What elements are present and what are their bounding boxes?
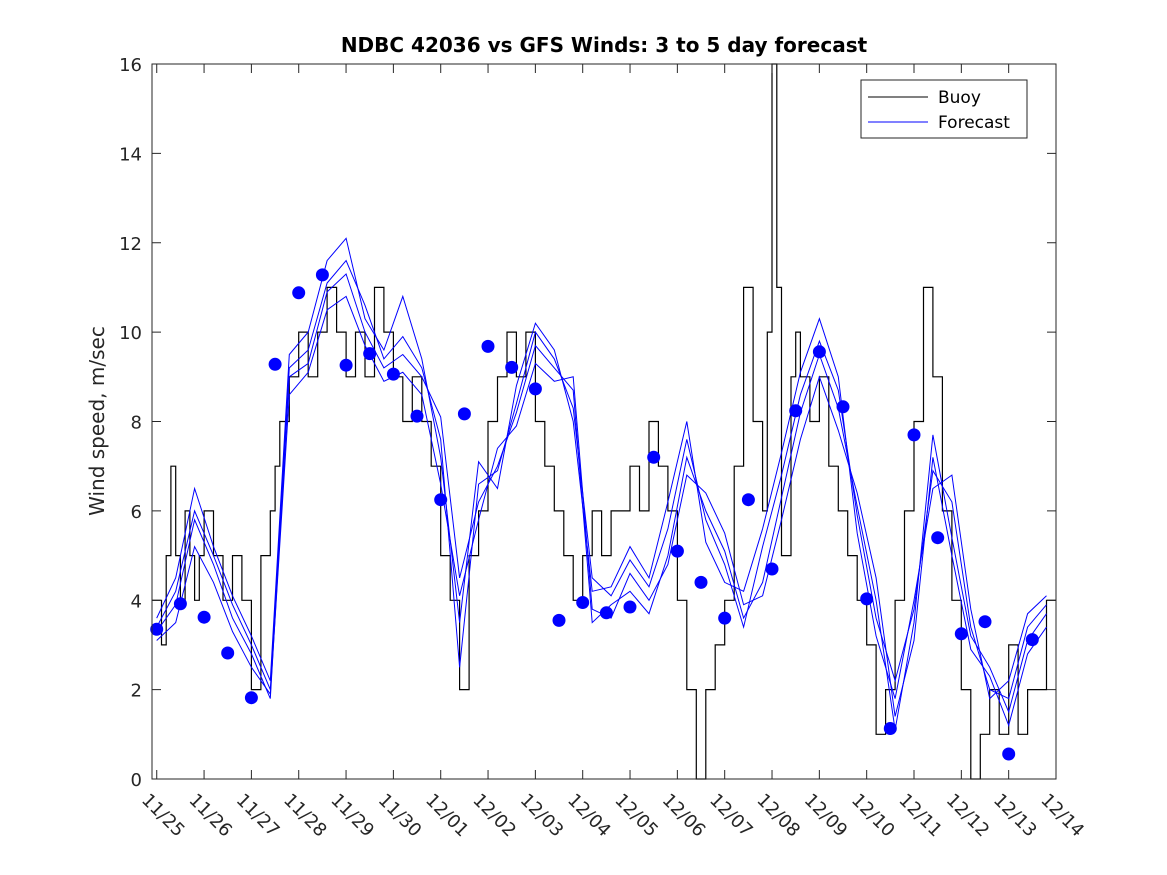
x-tick-label: 11/25 bbox=[137, 790, 189, 842]
forecast-marker bbox=[599, 606, 613, 620]
x-tick-label: 11/30 bbox=[374, 790, 426, 842]
forecast-marker bbox=[765, 562, 779, 576]
x-tick-label: 12/01 bbox=[421, 790, 473, 842]
x-tick-label: 11/28 bbox=[279, 790, 331, 842]
forecast-line-2 bbox=[156, 237, 1047, 700]
forecast-marker bbox=[410, 409, 424, 423]
forecast-marker bbox=[836, 400, 850, 414]
forecast-marker bbox=[268, 357, 282, 371]
forecast-marker bbox=[789, 404, 803, 418]
x-tick-label: 12/09 bbox=[800, 790, 852, 842]
plot-background bbox=[152, 64, 1056, 779]
legend-box bbox=[860, 79, 1028, 139]
forecast-marker bbox=[954, 627, 968, 641]
x-tick-label: 12/04 bbox=[563, 790, 615, 842]
chart-title: NDBC 42036 vs GFS Winds: 3 to 5 day fore… bbox=[341, 33, 868, 57]
forecast-line-4 bbox=[156, 259, 1047, 700]
forecast-marker bbox=[221, 646, 235, 660]
x-tick-label: 12/10 bbox=[847, 790, 899, 842]
forecast-marker bbox=[718, 611, 732, 625]
y-tick-label: 6 bbox=[131, 502, 142, 523]
y-tick-label: 12 bbox=[119, 234, 142, 255]
forecast-marker bbox=[315, 268, 329, 282]
x-tick-label: 11/26 bbox=[185, 790, 237, 842]
forecast-marker bbox=[931, 531, 945, 545]
x-tick-label: 12/12 bbox=[942, 790, 994, 842]
y-axis: 0 2 4 6 8 10 12 14 16 bbox=[119, 55, 1056, 791]
x-tick-label: 12/14 bbox=[1036, 790, 1088, 842]
forecast-marker bbox=[694, 575, 708, 589]
forecast-marker bbox=[860, 592, 874, 606]
x-tick-label: 12/13 bbox=[989, 790, 1041, 842]
forecast-marker bbox=[741, 493, 755, 507]
x-tick-label: 12/07 bbox=[705, 790, 757, 842]
forecast-marker bbox=[1025, 633, 1039, 647]
y-tick-label: 8 bbox=[131, 413, 142, 434]
x-tick-label: 11/29 bbox=[327, 790, 379, 842]
forecast-marker bbox=[244, 691, 258, 705]
y-axis-label: Wind speed, m/sec bbox=[85, 326, 109, 516]
forecast-marker bbox=[292, 286, 306, 300]
forecast-marker bbox=[1002, 747, 1016, 761]
legend: Buoy Forecast bbox=[860, 79, 1028, 139]
y-tick-label: 10 bbox=[119, 323, 142, 344]
x-tick-label: 12/03 bbox=[516, 790, 568, 842]
forecast-marker bbox=[457, 407, 471, 421]
legend-buoy-label: Buoy bbox=[938, 88, 981, 108]
forecast-marker bbox=[434, 493, 448, 507]
forecast-marker bbox=[552, 613, 566, 627]
forecast-marker bbox=[505, 360, 519, 374]
x-tick-label: 12/06 bbox=[658, 790, 710, 842]
forecast-marker bbox=[907, 428, 921, 442]
x-tick-label: 12/05 bbox=[610, 790, 662, 842]
y-tick-label: 0 bbox=[131, 770, 142, 791]
forecast-marker bbox=[528, 382, 542, 396]
forecast-marker bbox=[150, 622, 164, 636]
forecast-marker bbox=[978, 615, 992, 629]
forecast-marker bbox=[670, 544, 684, 558]
y-tick-label: 2 bbox=[131, 681, 142, 702]
forecast-marker bbox=[576, 596, 590, 609]
forecast-marker bbox=[812, 345, 826, 359]
x-tick-label: 12/11 bbox=[894, 790, 946, 842]
y-tick-label: 14 bbox=[119, 144, 142, 165]
forecast-marker bbox=[623, 600, 637, 614]
legend-forecast-label: Forecast bbox=[938, 113, 1010, 133]
forecast-marker bbox=[647, 450, 661, 464]
forecast-marker bbox=[197, 610, 211, 624]
x-tick-label: 12/02 bbox=[469, 790, 521, 842]
y-tick-label: 16 bbox=[119, 55, 142, 76]
x-tick-label: 11/27 bbox=[232, 790, 284, 842]
forecast-marker bbox=[481, 339, 495, 353]
x-tick-label: 12/08 bbox=[752, 790, 804, 842]
y-tick-label: 4 bbox=[131, 591, 142, 612]
forecast-marker bbox=[386, 367, 400, 381]
forecast-marker bbox=[883, 722, 897, 735]
forecast-marker bbox=[363, 347, 377, 361]
forecast-marker bbox=[173, 597, 187, 611]
forecast-marker bbox=[339, 358, 353, 372]
forecast-markers bbox=[150, 268, 1039, 761]
